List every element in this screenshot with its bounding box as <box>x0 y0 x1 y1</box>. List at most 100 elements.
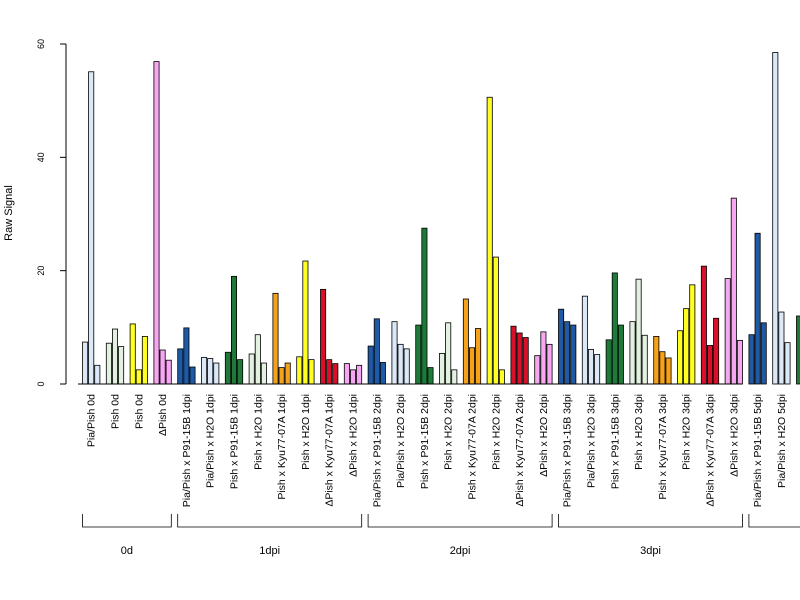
bar <box>207 358 214 385</box>
bar <box>272 292 279 385</box>
group-bracket <box>177 514 363 528</box>
bar <box>230 275 237 385</box>
x-tick-label: Pish x Kyu77-07A 2dpi <box>467 394 479 500</box>
bar <box>391 321 398 385</box>
bar <box>201 356 208 385</box>
bar <box>427 367 434 385</box>
x-tick-label: Pish x P91-15B 2dpi <box>419 394 431 489</box>
bar <box>356 364 363 385</box>
bar <box>605 339 612 385</box>
group-label: 3dpi <box>640 545 661 557</box>
bar <box>540 331 547 385</box>
bar <box>82 341 89 385</box>
x-tick-label: ΔPish 0d <box>157 394 169 436</box>
x-tick-label: Pia/Pish x P91-15B 3dpi <box>562 394 574 507</box>
x-tick-label: ΔPish x H2O 3dpi <box>728 394 740 477</box>
bar <box>653 335 660 385</box>
x-tick-label: Pish x H2O 3dpi <box>681 394 693 470</box>
bar <box>611 272 618 385</box>
bar <box>760 322 767 385</box>
group-brackets: 0d1dpi2dpi3dpi5dpi <box>82 514 800 557</box>
y-tick-label: 20 <box>36 266 46 276</box>
x-tick-label: Pish x H2O 2dpi <box>490 394 502 470</box>
bar <box>707 345 714 385</box>
x-tick-label: Pia/Pish 0d <box>86 394 98 447</box>
bar <box>486 96 493 385</box>
bar <box>248 353 255 385</box>
group-label: 2dpi <box>450 545 471 557</box>
bar <box>748 334 755 385</box>
bar <box>498 369 505 385</box>
bar <box>159 349 166 385</box>
x-tick-label: Pish x H2O 1dpi <box>252 394 264 470</box>
bar <box>462 298 469 385</box>
bar <box>88 71 95 385</box>
x-tick-label: Pish x Kyu77-07A 3dpi <box>657 394 669 500</box>
y-axis: 0 20 40 60 <box>36 39 67 387</box>
bar <box>421 227 428 385</box>
group-label: 1dpi <box>259 545 280 557</box>
x-tick-label: Pish x P91-15B 3dpi <box>609 394 621 489</box>
bar <box>713 317 720 385</box>
bar <box>141 335 148 385</box>
bar <box>588 349 595 385</box>
bar <box>772 52 779 385</box>
bar <box>754 232 761 385</box>
bar <box>332 363 339 385</box>
bar <box>617 324 624 385</box>
bar <box>641 334 648 385</box>
bar <box>260 362 267 385</box>
bar <box>736 339 743 385</box>
bar <box>730 197 737 385</box>
bar <box>326 359 333 385</box>
bar <box>94 364 101 385</box>
bar <box>778 311 785 385</box>
x-tick-label: Pish x H2O 1dpi <box>300 394 312 470</box>
x-tick-label: Pia/Pish x H2O 1dpi <box>205 394 217 488</box>
y-tick-label: 60 <box>36 39 46 49</box>
bar <box>439 352 446 385</box>
bars <box>82 52 800 385</box>
y-tick-label: 40 <box>36 152 46 162</box>
bar <box>468 347 475 385</box>
bar <box>135 369 142 385</box>
bar <box>451 369 458 385</box>
bar <box>683 308 690 385</box>
bar <box>492 256 499 385</box>
group-bracket <box>748 514 800 528</box>
bar <box>153 61 160 385</box>
bar <box>254 334 261 385</box>
bar <box>129 323 136 385</box>
bar <box>510 325 517 385</box>
x-tick-label: ΔPish x Kyu77-07A 1dpi <box>324 394 336 507</box>
bar <box>237 359 244 385</box>
bar <box>659 351 666 385</box>
x-tick-label: Pish 0d <box>110 394 122 429</box>
x-tick-label: Pish 0d <box>133 394 145 429</box>
bar <box>570 324 577 385</box>
bar <box>397 343 404 385</box>
bar <box>183 327 190 385</box>
bar <box>677 330 684 385</box>
bar <box>700 265 707 385</box>
bar <box>564 321 571 385</box>
bar <box>689 284 696 385</box>
bar <box>635 278 642 385</box>
bar <box>343 363 350 385</box>
group-label: 0d <box>121 545 133 557</box>
bar <box>177 348 184 385</box>
bar <box>546 343 553 385</box>
bar <box>112 328 119 385</box>
x-tick-label: Pia/Pish x H2O 5dpi <box>776 394 788 488</box>
bar <box>558 308 565 385</box>
x-tick-label: Pish x P91-15B 1dpi <box>229 394 241 489</box>
x-tick-label: Pia/Pish x P91-15B 1dpi <box>181 394 193 507</box>
group-bracket <box>367 514 553 528</box>
bar <box>784 342 791 385</box>
bar <box>415 324 422 385</box>
bar <box>105 342 112 385</box>
bar <box>475 328 482 385</box>
bar <box>516 332 523 385</box>
y-axis-label: Raw Signal <box>3 185 15 241</box>
bar <box>367 345 374 385</box>
